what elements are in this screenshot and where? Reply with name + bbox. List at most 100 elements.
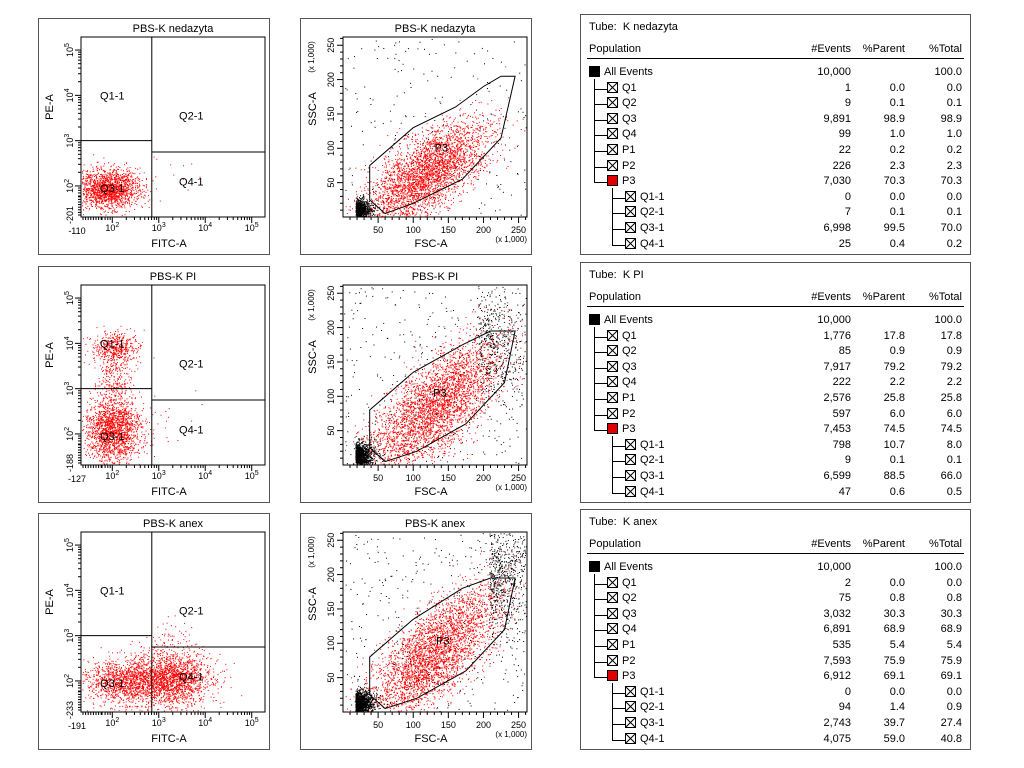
event-dot xyxy=(407,177,409,179)
event-dot xyxy=(85,191,87,192)
event-dot xyxy=(434,145,436,147)
event-dot xyxy=(97,161,99,163)
event-dot xyxy=(391,196,393,198)
event-dot xyxy=(136,204,138,205)
event-dot xyxy=(104,177,106,179)
event-dot xyxy=(401,179,403,181)
event-dot xyxy=(494,141,496,143)
event-dot xyxy=(462,113,464,115)
event-dot xyxy=(391,190,393,192)
event-dot xyxy=(118,168,120,170)
event-dot xyxy=(389,187,391,189)
event-dot xyxy=(102,187,104,189)
event-dot xyxy=(420,156,421,157)
event-dot xyxy=(410,190,412,192)
event-dot xyxy=(109,169,111,171)
event-dot xyxy=(116,189,118,191)
event-dot xyxy=(128,188,130,190)
event-dot xyxy=(87,189,89,191)
event-dot xyxy=(115,171,117,173)
event-dot xyxy=(428,163,430,165)
event-dot xyxy=(134,193,136,195)
event-dot xyxy=(405,172,407,174)
event-dot xyxy=(123,180,124,182)
event-dot xyxy=(94,198,96,200)
event-dot xyxy=(407,135,408,137)
event-dot xyxy=(412,132,414,134)
event-dot xyxy=(85,180,87,182)
event-dot xyxy=(121,196,123,198)
event-dot xyxy=(412,196,414,198)
event-dot xyxy=(443,167,445,169)
event-dot xyxy=(399,163,401,165)
event-dot xyxy=(373,182,375,183)
event-dot xyxy=(96,174,98,175)
event-dot xyxy=(106,195,108,197)
event-dot xyxy=(441,161,443,163)
event-dot xyxy=(405,155,407,157)
event-dot xyxy=(82,183,84,185)
event-dot xyxy=(417,133,419,135)
event-dot xyxy=(91,189,93,191)
event-dot xyxy=(453,198,454,199)
event-dot xyxy=(476,154,477,156)
event-dot xyxy=(420,204,422,206)
event-dot xyxy=(405,163,407,165)
event-dot xyxy=(406,168,408,169)
event-dot xyxy=(107,181,108,183)
event-dot xyxy=(442,194,444,196)
event-dot xyxy=(394,186,396,188)
event-dot xyxy=(402,176,404,178)
event-dot xyxy=(107,173,109,175)
event-dot xyxy=(417,176,419,178)
event-dot xyxy=(455,155,457,157)
event-dot xyxy=(387,197,389,199)
event-dot xyxy=(447,167,448,169)
event-dot xyxy=(469,148,471,150)
event-dot xyxy=(448,200,450,202)
event-dot xyxy=(364,211,366,213)
event-dot xyxy=(461,158,463,160)
event-dot xyxy=(450,152,452,154)
event-dot xyxy=(104,185,106,187)
event-dot xyxy=(409,176,411,178)
event-dot xyxy=(465,173,467,175)
event-dot xyxy=(378,195,380,197)
event-dot xyxy=(411,182,413,184)
event-dot xyxy=(424,167,426,169)
event-dot xyxy=(121,205,123,207)
event-dot xyxy=(458,141,460,143)
event-dot xyxy=(388,161,390,163)
event-dot xyxy=(461,148,463,149)
event-dot xyxy=(434,167,436,169)
event-dot xyxy=(478,143,480,145)
event-dot xyxy=(442,149,444,151)
event-dot xyxy=(390,200,392,202)
event-dot xyxy=(464,113,466,114)
event-dot xyxy=(378,192,380,194)
event-dot xyxy=(120,197,122,199)
event-dot xyxy=(448,142,450,144)
event-dot xyxy=(121,176,123,178)
event-dot xyxy=(478,127,480,129)
event-dot xyxy=(93,154,95,156)
event-dot xyxy=(436,145,438,147)
event-dot xyxy=(95,204,97,206)
event-dot xyxy=(467,125,469,127)
event-dot xyxy=(421,188,423,190)
event-dot xyxy=(456,136,458,138)
event-dot xyxy=(110,166,112,168)
event-dot xyxy=(366,200,368,202)
event-dot xyxy=(385,200,387,202)
event-dot xyxy=(432,177,434,179)
event-dot xyxy=(410,168,412,170)
event-dot xyxy=(467,183,469,185)
event-dot xyxy=(408,187,410,189)
event-dot xyxy=(454,154,456,156)
event-dot xyxy=(400,198,402,200)
event-dot xyxy=(467,170,469,172)
event-dot xyxy=(401,190,403,192)
event-dot xyxy=(474,112,476,114)
event-dot xyxy=(124,184,126,186)
event-dot xyxy=(438,156,440,158)
